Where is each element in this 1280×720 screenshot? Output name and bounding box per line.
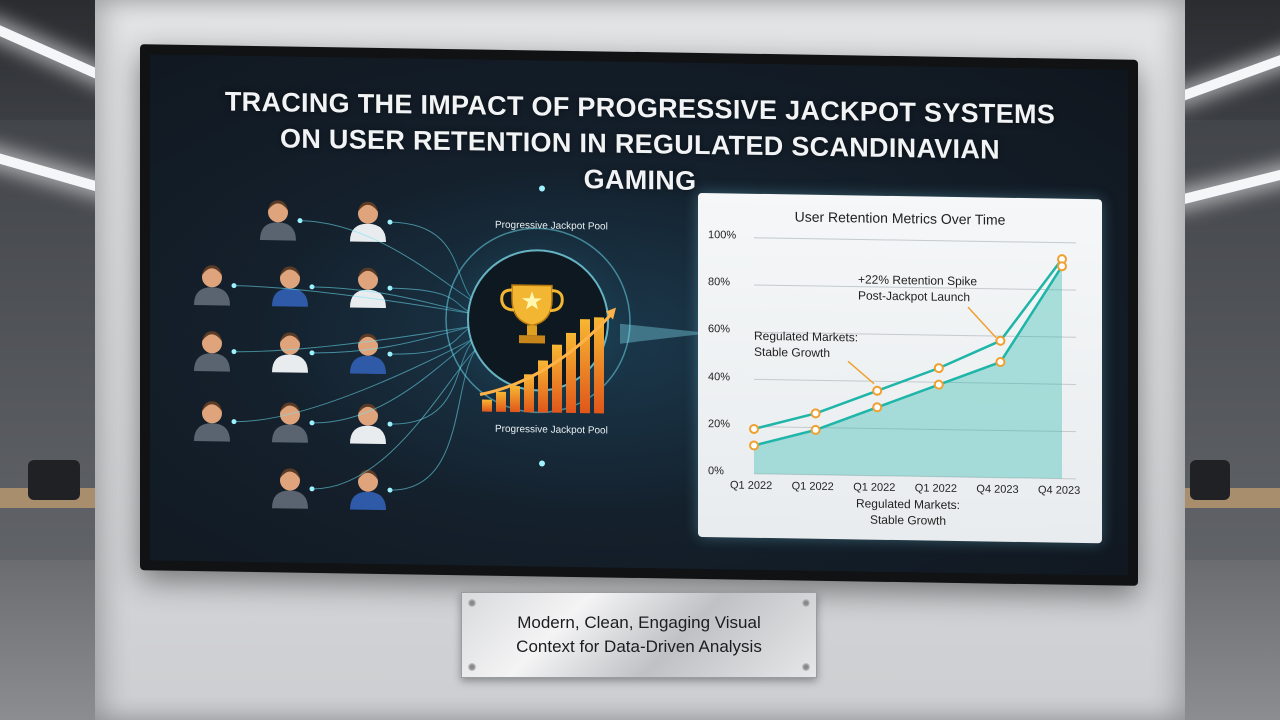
annotation-leader <box>967 306 997 339</box>
user-avatar-icon <box>194 401 230 442</box>
annotation-leader <box>847 360 875 385</box>
user-avatar-icon <box>350 267 386 309</box>
y-tick-label: 60% <box>708 323 731 336</box>
x-tick-label: Q1 2022 <box>853 481 896 495</box>
screw <box>802 663 810 671</box>
data-point <box>749 440 759 451</box>
x-tick-label: Q1 2022 <box>914 482 957 495</box>
x-tick-label: Q4 2023 <box>976 483 1019 496</box>
flow-node <box>539 460 545 467</box>
user-avatar-icon <box>194 331 230 372</box>
x-tick-label: Q1 2022 <box>730 479 773 493</box>
user-avatar-icon <box>260 200 296 241</box>
y-tick-label: 40% <box>708 370 731 384</box>
data-point <box>933 379 944 390</box>
retention-chart <box>749 237 1076 480</box>
user-avatar-icon <box>272 468 308 509</box>
data-point <box>995 335 1006 346</box>
wall-plaque: Modern, Clean, Engaging Visual Context f… <box>461 592 817 678</box>
y-tick-label: 100% <box>708 229 737 242</box>
data-point <box>872 385 883 396</box>
pool-label-top: Progressive Jackpot Pool <box>495 219 608 233</box>
gridline <box>754 331 1076 338</box>
user-avatar-icon <box>272 332 308 373</box>
x-tick-label: Q4 2023 <box>1038 484 1081 497</box>
x-tick-label: Q1 2022 <box>791 480 834 494</box>
data-point <box>810 408 821 419</box>
data-point <box>810 424 821 435</box>
data-point <box>749 423 759 434</box>
retention-line-1 <box>753 265 1064 447</box>
gridline <box>754 284 1076 291</box>
trophy-icon <box>500 284 564 344</box>
user-avatar-icon <box>350 469 386 511</box>
user-avatar-icon <box>272 266 308 307</box>
pool-label-bottom: Progressive Jackpot Pool <box>495 423 608 437</box>
ceiling-light <box>1170 163 1280 207</box>
retention-chart-card: User Retention Metrics Over Time 100% 80%… <box>698 192 1102 544</box>
spike-annotation: +22% Retention Spike Post-Jackpot Launch <box>858 271 977 305</box>
monitor-screen: TRACING THE IMPACT OF PROGRESSIVE JACKPO… <box>150 54 1128 576</box>
flow-arrow <box>620 323 710 344</box>
footer-annotation: Regulated Markets: Stable Growth <box>838 495 978 529</box>
gridline <box>754 237 1076 244</box>
stable-annotation: Regulated Markets: Stable Growth <box>754 328 858 362</box>
stable-annotation-line1: Regulated Markets: <box>754 328 859 345</box>
screw <box>802 599 810 607</box>
flow-node <box>539 185 545 192</box>
data-point <box>1057 261 1067 272</box>
data-point <box>995 357 1006 368</box>
footer-annotation-line2: Stable Growth <box>869 512 947 528</box>
footer-annotation-line1: Regulated Markets: <box>855 496 961 513</box>
chair <box>1190 460 1230 500</box>
gridline <box>754 378 1076 385</box>
chair <box>28 460 80 500</box>
user-avatar-icon <box>350 403 386 445</box>
user-avatar-icon <box>194 265 230 306</box>
y-tick-label: 80% <box>708 276 731 289</box>
screw <box>468 599 476 607</box>
plaque-line1: Modern, Clean, Engaging Visual <box>517 613 761 632</box>
plaque-text: Modern, Clean, Engaging Visual Context f… <box>462 611 816 659</box>
y-tick-label: 20% <box>708 417 731 431</box>
spike-annotation-line1: +22% Retention Spike <box>858 272 978 289</box>
y-tick-label: 0% <box>708 465 724 478</box>
stable-annotation-line2: Stable Growth <box>754 344 831 361</box>
user-avatar-icon <box>350 201 386 243</box>
gridline <box>754 473 1076 480</box>
plaque-line2: Context for Data-Driven Analysis <box>516 637 762 656</box>
retention-line-0 <box>753 258 1064 431</box>
spike-annotation-line2: Post-Jackpot Launch <box>858 288 971 305</box>
user-network-graphic <box>194 185 710 511</box>
data-point <box>933 363 944 374</box>
screw <box>468 663 476 671</box>
rising-bars-icon <box>479 307 616 414</box>
display-monitor: TRACING THE IMPACT OF PROGRESSIVE JACKPO… <box>140 44 1138 586</box>
data-point <box>872 402 883 413</box>
user-avatar-icon <box>272 402 308 443</box>
gridline <box>754 426 1076 433</box>
